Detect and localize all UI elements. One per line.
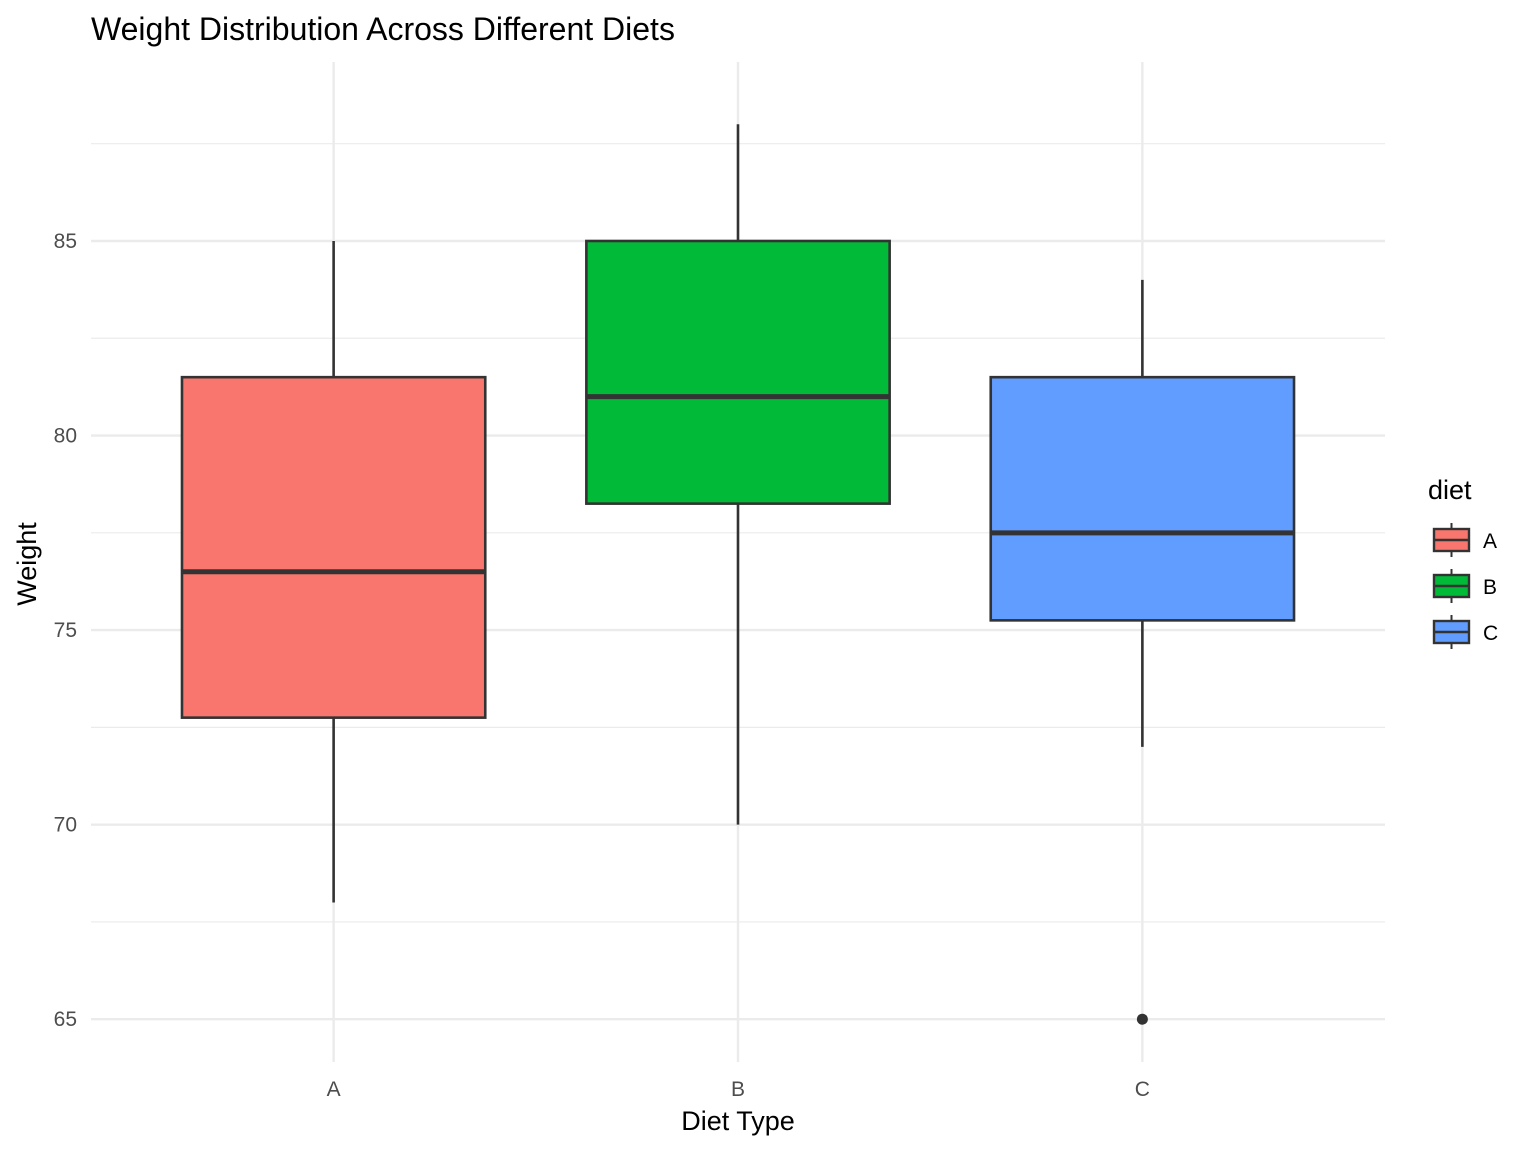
x-axis-title: Diet Type (681, 1106, 795, 1136)
legend-item-A: A (1432, 523, 1497, 557)
y-tick-label-1: 70 (54, 814, 77, 837)
box-B (585, 239, 891, 505)
y-tick-label-0: 65 (54, 1008, 77, 1031)
box-A (180, 375, 487, 719)
x-tick-label-2: C (1135, 1078, 1150, 1101)
legend: diet ABC (1428, 475, 1498, 649)
legend-label-C: C (1483, 622, 1498, 645)
legend-item-C: C (1432, 615, 1498, 649)
legend-item-B: B (1432, 569, 1497, 603)
box-layer (180, 124, 1296, 1025)
legend-items: ABC (1432, 523, 1498, 649)
legend-title: diet (1428, 475, 1472, 505)
chart-title: Weight Distribution Across Different Die… (91, 11, 675, 47)
axis-layer: 65 70 75 80 85 A B C (54, 230, 1150, 1101)
legend-label-A: A (1483, 530, 1497, 553)
y-tick-label-3: 80 (54, 425, 77, 448)
x-tick-label-0: A (327, 1078, 341, 1101)
box-group-A (180, 240, 487, 903)
box-group-B (585, 124, 891, 825)
outlier-C-0 (1136, 1013, 1148, 1025)
box-group-C (989, 279, 1296, 1025)
y-tick-label-4: 85 (54, 230, 77, 253)
x-tick-label-1: B (731, 1078, 745, 1101)
legend-label-B: B (1483, 576, 1497, 599)
y-axis-title: Weight (12, 522, 42, 606)
y-tick-label-2: 75 (54, 619, 77, 642)
box-C (989, 375, 1296, 622)
